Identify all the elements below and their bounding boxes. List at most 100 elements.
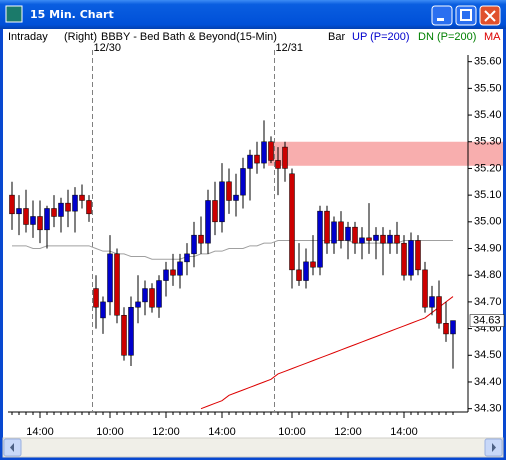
candle-body	[65, 202, 71, 212]
candle-body	[205, 200, 211, 244]
candle-body	[72, 194, 78, 212]
y-tick-label: 35.50	[474, 82, 502, 94]
candle-body	[226, 181, 232, 201]
candle-body	[380, 234, 386, 244]
y-tick-label: 35.10	[474, 189, 502, 201]
candle-body	[114, 253, 120, 316]
y-tick-label: 35.30	[474, 136, 502, 148]
candle-body	[331, 221, 337, 244]
candle-body	[37, 216, 43, 231]
candle-body	[44, 208, 50, 231]
candle-body	[282, 146, 288, 169]
candle-body	[184, 253, 190, 263]
header-mode: Intraday	[8, 31, 48, 43]
scrollbar[interactable]	[2, 437, 504, 458]
candle-body	[128, 306, 134, 356]
x-tick-label: 14:00	[208, 426, 236, 438]
candle-body	[30, 216, 36, 225]
candle-body	[93, 288, 99, 308]
candle-body	[142, 288, 148, 303]
candle-body	[163, 269, 169, 281]
candle-body	[373, 234, 379, 241]
y-tick-label: 35.00	[474, 216, 502, 228]
candle-body	[387, 234, 393, 244]
x-tick-label: 10:00	[278, 426, 306, 438]
last-price-label: 34.63	[473, 314, 501, 326]
candle-body	[289, 173, 295, 271]
candle-body	[317, 210, 323, 268]
date-label: 12/31	[276, 42, 304, 54]
candle-body	[324, 210, 330, 244]
y-tick-label: 34.30	[474, 403, 502, 415]
candle-body	[415, 240, 421, 271]
candle-body	[51, 208, 57, 217]
candle-body	[338, 221, 344, 241]
header-symbol: BBBY - Bed Bath & Beyond	[101, 31, 236, 43]
candle-body	[254, 154, 260, 164]
header-interval: (15-Min)	[236, 31, 277, 43]
legend: Bar UP (P=200) DN (P=200) MA	[328, 31, 501, 43]
legend-item: UP (P=200)	[352, 31, 410, 43]
candle-body	[170, 269, 176, 276]
legend-item: Bar	[328, 31, 345, 43]
candle-body	[366, 237, 372, 241]
candle-body	[275, 160, 281, 169]
candle-body	[135, 301, 141, 308]
minimize-button[interactable]	[431, 5, 453, 26]
candle-body	[394, 234, 400, 244]
price-zone	[268, 141, 503, 166]
candle-body	[352, 226, 358, 244]
y-tick-label: 35.20	[474, 162, 502, 174]
candle-body	[100, 301, 106, 319]
candle-body	[303, 261, 309, 281]
close-button[interactable]	[479, 5, 501, 26]
candle-body	[422, 269, 428, 308]
candle-body	[177, 261, 183, 276]
candle-body	[219, 181, 225, 223]
indicator-line	[12, 240, 453, 260]
candle-body	[310, 261, 316, 268]
header-side: (Right)	[64, 31, 97, 43]
candle-body	[296, 269, 302, 281]
candle-body	[86, 200, 92, 215]
y-tick-label: 34.90	[474, 242, 502, 254]
candle-body	[359, 237, 365, 244]
candle-body	[58, 202, 64, 217]
x-tick-label: 12:00	[334, 426, 362, 438]
x-tick-label: 12:00	[152, 426, 180, 438]
x-tick-label: 14:00	[390, 426, 418, 438]
candle-body	[191, 234, 197, 255]
last-price-box	[469, 314, 505, 327]
y-tick-label: 34.50	[474, 349, 502, 361]
candle-body	[436, 296, 442, 324]
candle-body	[9, 194, 15, 215]
x-tick-label: 10:00	[96, 426, 124, 438]
legend-item: DN (P=200)	[418, 31, 476, 43]
candle-body	[233, 194, 239, 201]
window-title: 15 Min. Chart	[30, 8, 114, 21]
candle-body	[345, 226, 351, 241]
maximize-button[interactable]	[455, 5, 477, 26]
candle-body	[79, 194, 85, 201]
y-tick-label: 34.40	[474, 376, 502, 388]
x-tick-label: 14:00	[26, 426, 54, 438]
candle-body	[156, 280, 162, 308]
candle-body	[121, 314, 127, 356]
y-tick-label: 34.70	[474, 296, 502, 308]
candle-body	[429, 296, 435, 308]
app-icon	[5, 5, 23, 23]
plot-area: 35.60 35.50 35.40 35.30 35.20 35.10 35.00 34.90…	[8, 42, 505, 438]
candle-body	[16, 208, 22, 215]
candle-body	[240, 168, 246, 196]
y-tick-label: 35.60	[474, 56, 502, 68]
candle-body	[401, 242, 407, 276]
candle-body	[450, 320, 456, 335]
title-bar	[0, 0, 506, 29]
y-tick-label: 35.40	[474, 109, 502, 121]
candle-body	[107, 253, 113, 303]
candle-body	[212, 200, 218, 223]
candle-body	[149, 288, 155, 308]
candle-body	[198, 234, 204, 244]
candle-body	[408, 240, 414, 276]
